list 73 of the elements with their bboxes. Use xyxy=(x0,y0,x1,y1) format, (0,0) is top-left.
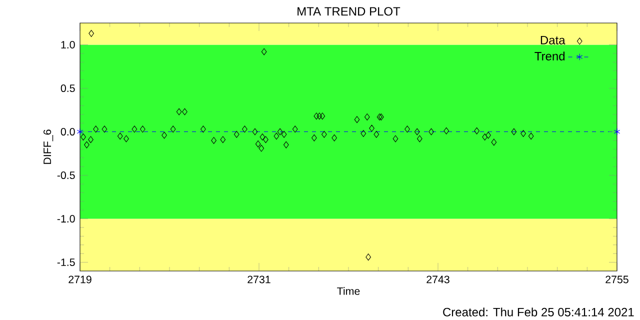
point xyxy=(332,134,337,142)
point xyxy=(354,116,360,124)
point xyxy=(258,144,264,152)
point xyxy=(511,128,517,136)
point xyxy=(414,128,420,136)
point xyxy=(392,135,398,142)
point xyxy=(316,112,322,120)
point xyxy=(260,134,266,140)
point xyxy=(132,126,138,133)
point xyxy=(140,126,146,133)
point xyxy=(491,138,497,146)
point xyxy=(242,126,248,133)
point xyxy=(283,141,289,148)
point xyxy=(528,132,534,140)
y-tick-label: -0.5 xyxy=(57,171,75,180)
x-tick-label: 2719 xyxy=(68,276,92,284)
point xyxy=(211,136,216,144)
point xyxy=(366,254,372,261)
point xyxy=(170,126,176,133)
point xyxy=(486,132,491,139)
point xyxy=(274,132,280,140)
point xyxy=(474,127,480,134)
point xyxy=(364,114,370,120)
y-tick-label: -1.5 xyxy=(57,258,75,266)
point xyxy=(182,108,188,116)
legend-label: Data xyxy=(540,36,566,44)
point xyxy=(88,30,94,37)
point xyxy=(277,128,283,136)
point xyxy=(360,130,366,137)
point xyxy=(520,130,526,137)
y-tick-label: 1.0 xyxy=(61,40,75,49)
point xyxy=(176,108,182,116)
y-axis-title: DIFF_6 xyxy=(44,130,54,164)
point xyxy=(200,126,206,133)
point xyxy=(84,141,90,148)
point xyxy=(281,130,287,138)
point xyxy=(220,136,226,144)
point xyxy=(482,134,488,140)
point xyxy=(320,112,326,120)
chart-title: MTA TREND PLOT xyxy=(298,7,400,16)
text: Created: Thu Feb 25 05:41:14 2021 xyxy=(443,308,634,316)
point xyxy=(261,48,267,56)
point xyxy=(444,127,450,134)
x-tick-label: 2731 xyxy=(248,276,270,284)
point xyxy=(117,132,123,140)
x-tick-label: 2743 xyxy=(426,276,450,284)
point xyxy=(252,128,258,136)
point xyxy=(102,126,108,133)
point xyxy=(428,128,434,136)
point xyxy=(93,126,98,133)
point xyxy=(124,135,129,142)
point xyxy=(88,136,94,144)
point xyxy=(80,134,86,140)
point xyxy=(416,135,422,142)
point xyxy=(292,126,298,133)
point xyxy=(322,130,327,138)
x-tick-label: 2755 xyxy=(606,276,628,284)
point xyxy=(312,134,317,142)
point xyxy=(255,140,261,148)
y-tick-label: 0.5 xyxy=(60,84,75,92)
point xyxy=(76,128,84,136)
point xyxy=(162,132,167,139)
legend-label: Trend xyxy=(534,52,565,60)
point xyxy=(374,130,380,138)
point xyxy=(314,112,320,120)
point xyxy=(614,128,620,136)
point xyxy=(263,136,268,144)
point xyxy=(369,124,374,132)
point xyxy=(234,130,240,138)
x-axis-title: Time xyxy=(337,287,360,295)
y-tick-label: -1.0 xyxy=(57,215,75,223)
point xyxy=(404,126,410,133)
y-tick-label: 0.0 xyxy=(60,128,75,136)
